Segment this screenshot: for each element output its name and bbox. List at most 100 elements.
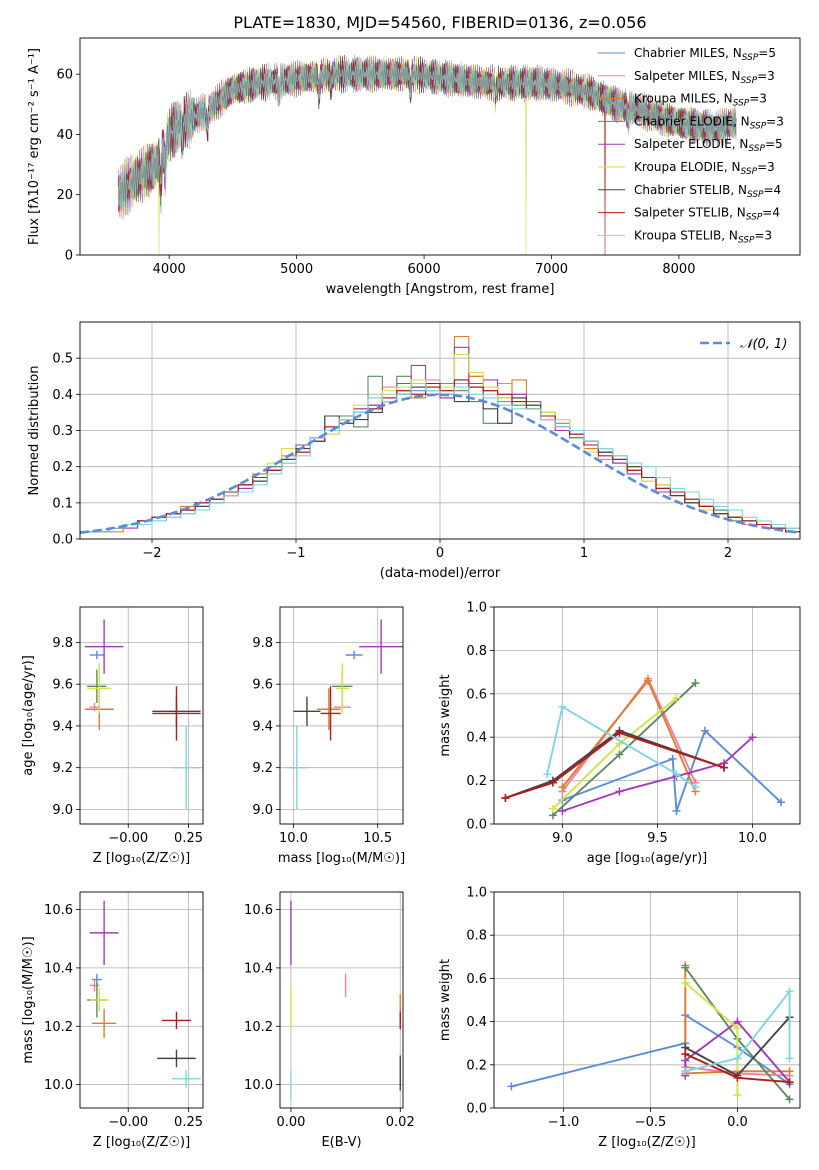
legend-main: Salpeter MILES, N	[634, 69, 741, 83]
y-tick-label: 0.0	[52, 533, 73, 548]
x-axis-label: wavelength [Angstrom, rest frame]	[326, 282, 555, 297]
y-tick-label: 0	[65, 249, 73, 264]
error-bar-point	[89, 988, 109, 1012]
y-tick-label: 40	[56, 128, 73, 143]
plus-marker	[543, 770, 552, 779]
plus-marker	[785, 1078, 794, 1087]
plot-area	[87, 900, 201, 1088]
legend-main: Kroupa STELIB, N	[634, 228, 738, 242]
legend-sub: SSP	[747, 190, 764, 200]
y-tick-label: 0.4	[466, 731, 487, 746]
plus-marker	[776, 798, 785, 807]
axes-frame	[279, 606, 404, 825]
weight-series	[558, 726, 785, 815]
spectrum-line	[117, 56, 737, 211]
plus-marker	[733, 1054, 742, 1063]
y-tick-label: 1.0	[466, 886, 487, 901]
error-bar-point	[359, 619, 403, 674]
y-tick-label: 60	[56, 68, 73, 83]
x-tick-label: 4000	[153, 262, 186, 277]
x-tick-label: 8000	[662, 262, 695, 277]
legend-tail: =3	[757, 69, 775, 83]
x-tick-label: −0.00	[108, 1115, 148, 1130]
plus-marker	[733, 1073, 742, 1082]
legend-sub: SSP	[748, 144, 765, 154]
x-axis-label: Z [log₁₀(Z/Z☉)]	[93, 851, 190, 866]
legend-sub: SSP	[742, 53, 759, 63]
plus-marker	[548, 778, 557, 787]
x-tick-label: −2	[142, 546, 161, 561]
plus-marker	[785, 1095, 794, 1104]
x-tick-label: 2	[724, 546, 732, 561]
legend-entry: Chabrier ELODIE, NSSP=3	[634, 114, 784, 131]
weight-line	[685, 988, 791, 1073]
y-tick-label: 0.0	[466, 1102, 487, 1117]
y-tick-label: 10.4	[44, 961, 73, 976]
x-axis-label: Z [log₁₀(Z/Z☉)]	[93, 1135, 190, 1150]
plot-area	[290, 900, 401, 1100]
legend-entry: Chabrier MILES, NSSP=5	[634, 46, 776, 63]
x-tick-label: −1	[286, 546, 305, 561]
error-bar-point	[87, 669, 107, 703]
legend-entry: Kroupa STELIB, NSSP=3	[634, 228, 772, 245]
plus-marker	[785, 1054, 794, 1063]
figure-title: PLATE=1830, MJD=54560, FIBERID=0136, z=0…	[233, 13, 646, 32]
plus-marker	[615, 750, 624, 759]
legend-tail: =3	[757, 160, 775, 174]
weight-series	[681, 987, 794, 1076]
legend-main: Chabrier STELIB, N	[634, 183, 747, 197]
y-tick-label: 9.2	[252, 761, 273, 776]
axes-residuals: −2 −1 0 1 2 0.0 0.1 0.2 0.3 0.4 0.5 (data-model)/er…	[27, 321, 801, 581]
y-tick-label: 10.2	[244, 1020, 273, 1035]
plus-marker	[719, 763, 728, 772]
legend-tail: =3	[754, 228, 772, 242]
y-tick-label: 0.2	[466, 1058, 487, 1073]
error-bar-point	[89, 650, 105, 660]
axes-age-vs-Z: −0.00 0.25 9.0 9.2 9.4 9.6 9.8 Z [log₁₀(Z/Z☉)] a…	[21, 606, 204, 866]
y-tick-label: 0.8	[466, 644, 487, 659]
plus-marker	[558, 702, 567, 711]
y-tick-label: 9.4	[52, 719, 73, 734]
plot-area	[117, 54, 737, 255]
y-axis-label: Normed distribution	[27, 366, 42, 496]
error-bar-point	[89, 900, 119, 965]
y-axis-label: Flux [fλ10⁻¹⁷ erg cm⁻² s⁻¹ A⁻¹]	[27, 48, 42, 245]
plus-marker	[691, 783, 700, 792]
legend-main: Chabrier ELODIE, N	[634, 114, 750, 128]
y-tick-label: 0.1	[52, 496, 73, 511]
error-bar-point	[286, 725, 307, 810]
x-axis-label: mass [log₁₀(M/M☉)]	[278, 851, 405, 866]
legend-sub: SSP	[733, 99, 750, 109]
x-tick-label: 7000	[535, 262, 568, 277]
error-bar-point	[317, 688, 341, 731]
error-bar-point	[171, 725, 201, 810]
error-bar-point	[293, 696, 321, 726]
error-bar-point	[162, 1011, 191, 1030]
y-tick-label: 1.0	[466, 601, 487, 616]
legend-entry: Chabrier STELIB, NSSP=4	[634, 183, 781, 200]
y-tick-label: 0.6	[466, 972, 487, 987]
error-bar-point	[157, 1049, 196, 1068]
legend-tail: =5	[758, 46, 776, 60]
legend-main: Salpeter ELODIE, N	[634, 137, 748, 151]
gaussian-reference-curve	[80, 393, 800, 534]
y-tick-label: 20	[56, 188, 73, 203]
x-axis-label: E(B-V)	[321, 1135, 361, 1150]
y-tick-label: 9.8	[252, 636, 273, 651]
y-tick-label: 10.0	[44, 1078, 73, 1093]
axes-mass-weight-vs-age: 9.0 9.5 10.0 0.0 0.2 0.4 0.6 0.8 1.0 age [log₁₀(a…	[438, 601, 801, 866]
y-tick-label: 10.6	[244, 903, 273, 918]
plot-area	[286, 619, 403, 810]
plus-marker	[558, 806, 567, 815]
axes-frame	[493, 891, 801, 1109]
y-tick-label: 0.2	[52, 460, 73, 475]
y-tick-label: 0.5	[52, 352, 73, 367]
weight-line	[684, 965, 790, 1075]
weight-series	[543, 702, 700, 792]
y-tick-label: 0.2	[466, 774, 487, 789]
axes-frame	[79, 37, 801, 256]
y-tick-label: 9.6	[252, 678, 273, 693]
y-tick-label: 10.4	[244, 961, 273, 976]
error-bar-point	[89, 979, 100, 992]
